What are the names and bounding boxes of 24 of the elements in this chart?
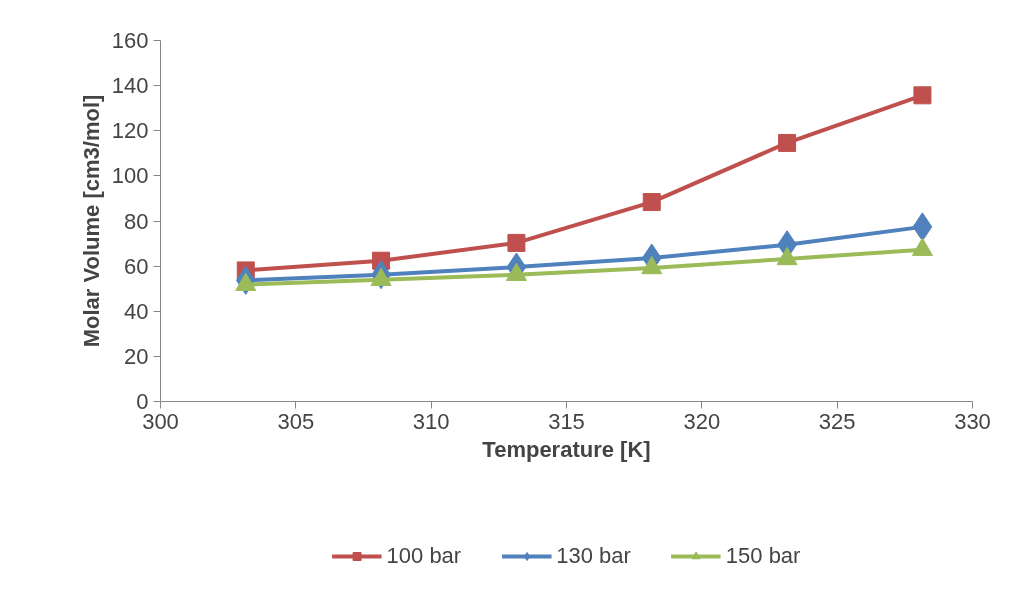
y-tick-label: 100 <box>111 163 149 189</box>
point <box>507 233 526 252</box>
x-tick-label: 330 <box>954 408 991 434</box>
x-tick-label: 315 <box>548 408 585 434</box>
x-tick-label: 310 <box>412 408 450 434</box>
x-axis-title: Temperature [K] <box>482 436 651 462</box>
point <box>912 212 933 242</box>
point <box>778 133 797 152</box>
x-tick-label: 320 <box>683 408 721 434</box>
y-tick-label: 160 <box>111 28 149 53</box>
point <box>913 86 932 105</box>
legend-label: 130 bar <box>556 543 631 569</box>
x-tick-label: 305 <box>277 408 315 434</box>
y-tick-label: 120 <box>111 118 149 144</box>
point <box>642 193 661 212</box>
y-tick-label: 60 <box>124 253 149 279</box>
y-tick-label: 40 <box>124 298 149 324</box>
y-tick-label: 80 <box>124 208 149 234</box>
legend-label: 150 bar <box>725 543 801 569</box>
y-axis-title: Molar Volume [cm3/mol] <box>78 94 104 348</box>
legend-label: 100 bar <box>386 543 462 569</box>
x-tick-label: 325 <box>818 408 856 434</box>
y-tick-label: 20 <box>124 343 149 369</box>
y-tick-label: 140 <box>111 73 149 99</box>
